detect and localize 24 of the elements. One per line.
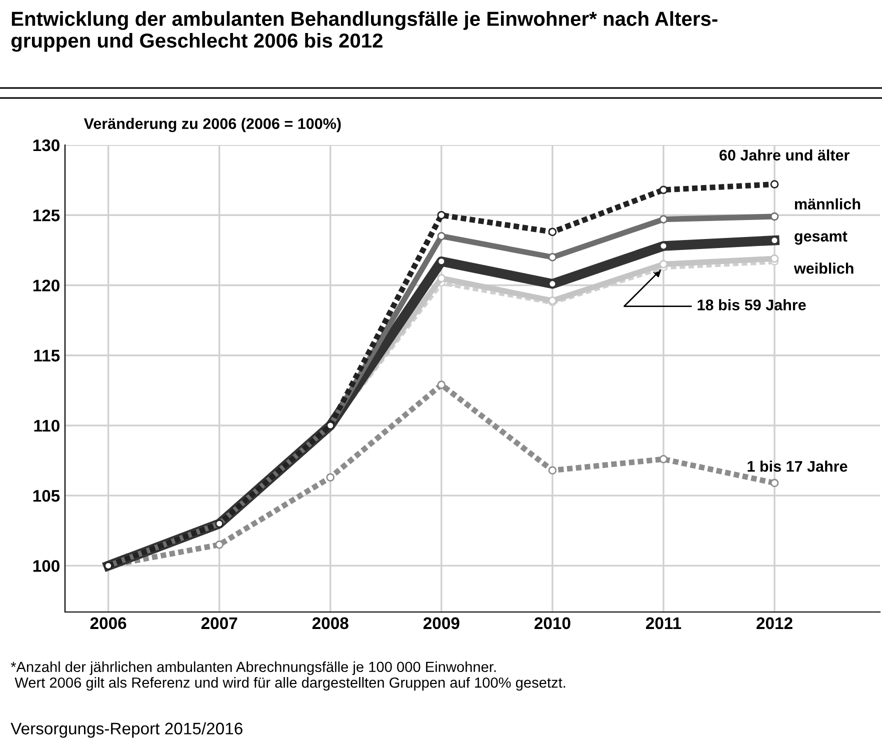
series-label: 1 bis 17 Jahre <box>748 460 848 472</box>
y-tick-label: 115 <box>34 350 60 362</box>
series-label: gesamt <box>794 232 848 245</box>
y-tick-label: 120 <box>33 280 60 292</box>
text: *Anzahl der jährlichen ambulanten Abrechnungsfälle je 100 000 Einwohner. Wert 2006 gilt als Referenz und wird für alle dargestellten Gruppen auf 100% gesetzt. <box>10 661 566 691</box>
y-tick-label: 105 <box>33 490 60 502</box>
x-tick-label: 2009 <box>423 617 460 630</box>
x-tick-label: 2011 <box>646 617 682 630</box>
chart-title: Entwicklung der ambulanten Behandlungsfälle je Einwohner* nach Alters- gruppen und Geschlecht 2006 bis 2012 <box>11 11 718 52</box>
series-label: 60 Jahre und älter <box>720 149 850 161</box>
x-tick-label: 2008 <box>312 617 348 630</box>
x-tick-label: 2006 <box>90 617 126 630</box>
y-tick-label: 130 <box>33 139 60 152</box>
x-tick-label: 2012 <box>756 617 792 630</box>
text: 18 bis 59 Jahre <box>698 299 806 310</box>
x-tick-label: 2007 <box>201 617 238 630</box>
y-tick-label: 125 <box>33 210 60 222</box>
text: Versorgungs-Report 2015/2016 <box>10 722 242 738</box>
series-label: männlich <box>794 198 860 210</box>
x-tick-label: 2010 <box>534 617 570 630</box>
series-label: weiblich <box>794 262 854 274</box>
y-axis-title: Veränderung zu 2006 (2006 = 100%) <box>84 118 341 132</box>
y-tick-label: 100 <box>33 560 60 572</box>
y-tick-label: 110 <box>34 420 60 432</box>
